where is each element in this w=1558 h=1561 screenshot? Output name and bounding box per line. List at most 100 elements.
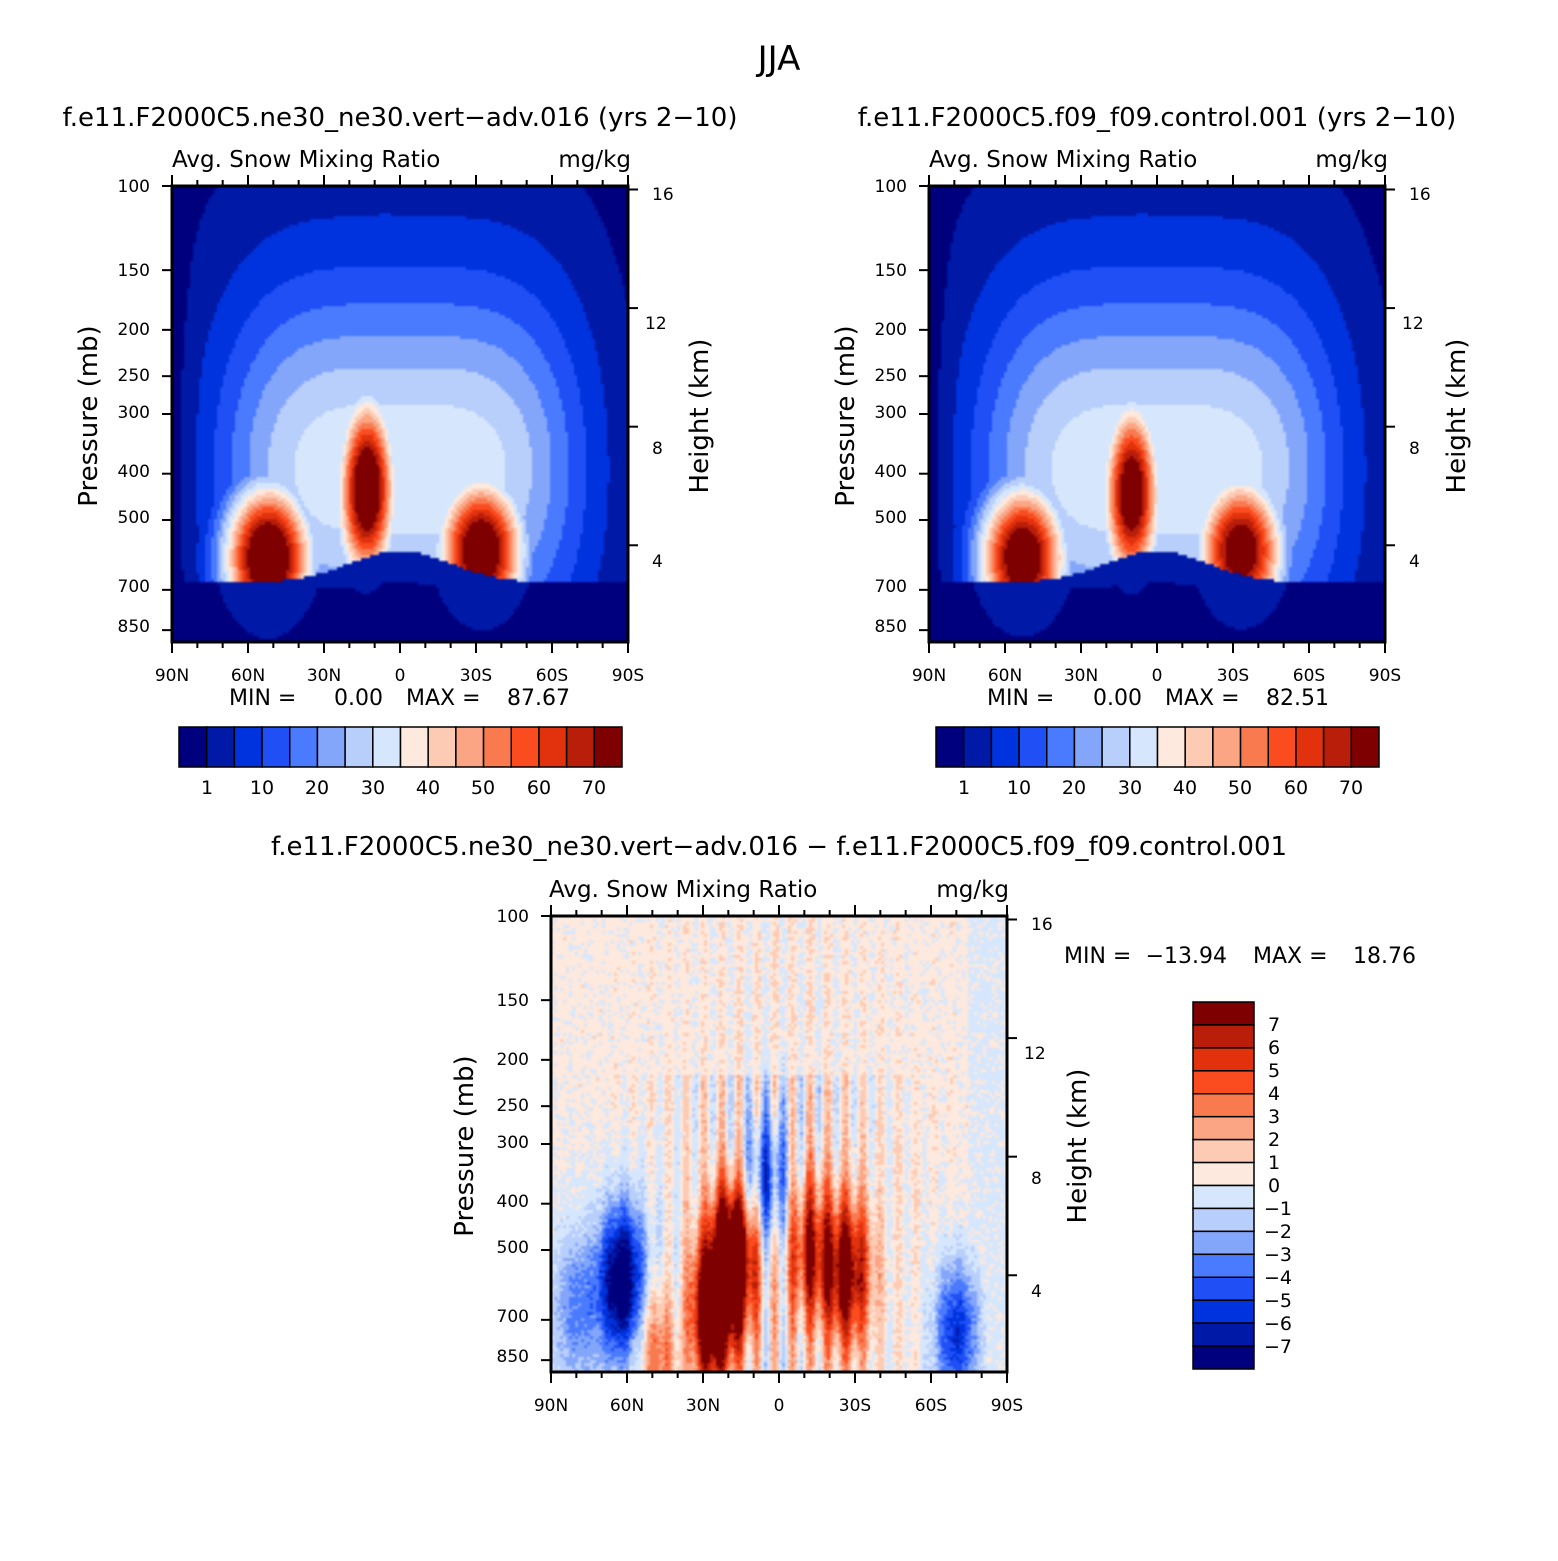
panel-3-colorbar-label: 2	[1268, 1129, 1280, 1151]
panel-3-height-axis-title: Height (km)	[1063, 1069, 1093, 1224]
colorbar-swatch	[178, 726, 208, 768]
panel-3-colorbar-label: −2	[1264, 1221, 1292, 1243]
panel-3-contour-field	[551, 916, 1007, 1372]
colorbar-swatch	[1192, 1207, 1255, 1233]
panel-3-height-tick-label: 4	[1031, 1282, 1042, 1302]
panel-1-colorbar-label: 30	[361, 777, 385, 799]
colorbar-swatch	[1322, 726, 1353, 768]
colorbar-swatch	[1192, 1299, 1255, 1324]
panel-3-y-tick-label: 700	[497, 1307, 529, 1327]
panel-3-colorbar-label: 5	[1268, 1060, 1280, 1082]
panel-3-colorbar-label: 1	[1268, 1152, 1280, 1174]
panel-1-height-tick-label: 4	[652, 552, 663, 572]
panel-1-x-tick-label: 90N	[155, 666, 189, 686]
panel-1-y-tick-label: 250	[118, 366, 150, 386]
colorbar-swatch	[1156, 726, 1186, 768]
panel-2-y-tick-label: 700	[875, 577, 907, 597]
colorbar-swatch	[935, 726, 965, 768]
panel-2-colorbar-label: 50	[1228, 777, 1252, 799]
panel-3-height-tick-labels: 16 12 8 4	[1024, 915, 1053, 1302]
panel-1-x-tick-label: 30S	[460, 666, 492, 686]
panel-2: f.e11.F2000C5.f09_f09.control.001 (yrs 2…	[831, 103, 1472, 799]
panel-3-x-tick-label: 60N	[610, 1396, 644, 1416]
panel-1-y-tick-label: 300	[118, 403, 150, 423]
panel-2-x-tick-label: 30S	[1217, 666, 1249, 686]
panel-3-y-tick-label: 250	[497, 1096, 529, 1116]
panel-1-title: f.e11.F2000C5.ne30_ne30.vert−adv.016 (yr…	[63, 103, 738, 133]
panel-1-colorbar-label: 10	[250, 777, 274, 799]
panel-2-height-tick-label: 4	[1409, 552, 1420, 572]
panel-1-height-axis-title: Height (km)	[685, 339, 715, 494]
panel-1-max-label: MAX =	[406, 686, 481, 711]
panel-1-y-axis-title: Pressure (mb)	[74, 325, 104, 506]
panel-1-min-value: 0.00	[334, 686, 383, 711]
panel-2-colorbar-label: 10	[1007, 777, 1031, 799]
panel-2-colorbar-label: 30	[1118, 777, 1142, 799]
panel-1-min-max: MIN = 0.00 MAX = 87.67	[229, 686, 570, 711]
panel-2-min-value: 0.00	[1093, 686, 1142, 711]
panel-3-title: f.e11.F2000C5.ne30_ne30.vert−adv.016 − f…	[271, 832, 1287, 862]
colorbar-swatch	[1192, 1345, 1255, 1370]
panel-3-colorbar-label: −7	[1264, 1336, 1292, 1358]
colorbar-swatch	[1192, 1115, 1255, 1141]
colorbar-swatch	[1192, 1230, 1255, 1256]
panel-1-contour-image	[172, 186, 628, 642]
panel-1-colorbar-label: 60	[527, 777, 551, 799]
panel-3-colorbar-label: 0	[1268, 1175, 1280, 1197]
panel-3-x-tick-label: 30S	[839, 1396, 871, 1416]
panel-1-height-tick-label: 16	[652, 185, 674, 205]
panel-2-x-tick-labels: 90N 60N 30N 0 30S 60S 90S	[912, 666, 1401, 686]
panel-3-y-tick-label: 200	[497, 1050, 529, 1070]
colorbar-swatch	[455, 726, 485, 768]
colorbar-swatch	[482, 726, 512, 768]
panel-2-y-tick-label: 200	[875, 320, 907, 340]
panel-1-y-tick-label: 150	[118, 261, 150, 281]
panel-1-x-tick-labels: 90N 60N 30N 0 30S 60S 90S	[155, 666, 644, 686]
panel-3-units-label: mg/kg	[936, 877, 1009, 903]
panel-1-y-tick-label: 200	[118, 320, 150, 340]
panel-2-height-tick-label: 12	[1402, 314, 1424, 334]
panel-3-colorbar-label: 6	[1268, 1037, 1280, 1059]
panel-3-x-tick-label: 60S	[915, 1396, 947, 1416]
panel-2-axes	[919, 175, 1395, 653]
panel-1-height-tick-label: 12	[645, 314, 667, 334]
colorbar-swatch	[1192, 1047, 1255, 1072]
colorbar-swatch	[593, 726, 623, 768]
panel-2-variable-label: Avg. Snow Mixing Ratio	[929, 147, 1197, 173]
panel-3-colorbar-label: 3	[1268, 1106, 1280, 1128]
colorbar-swatch	[1192, 1161, 1255, 1187]
panel-1-colorbar-label: 20	[305, 777, 329, 799]
colorbar-swatch	[261, 726, 291, 768]
colorbar-swatch	[1350, 726, 1380, 768]
panel-2-max-label: MAX =	[1165, 686, 1240, 711]
panel-1-colorbar-label: 1	[201, 777, 213, 799]
panel-1-contour-field	[172, 186, 628, 642]
panel-3-colorbar-label: −5	[1264, 1290, 1292, 1312]
panel-1-x-tick-label: 90S	[612, 666, 644, 686]
panel-3-x-tick-label: 90S	[991, 1396, 1023, 1416]
panel-2-height-tick-label: 8	[1409, 439, 1420, 459]
panel-3-y-tick-label: 100	[497, 907, 529, 927]
panel-3-y-tick-label: 400	[497, 1192, 529, 1212]
colorbar-swatch	[1073, 726, 1103, 768]
colorbar-swatch	[1192, 1024, 1255, 1049]
panel-3-max-label: MAX =	[1253, 944, 1328, 969]
panel-3-min-max: MIN = −13.94 MAX = 18.76	[1064, 944, 1416, 969]
colorbar-swatch	[990, 726, 1020, 768]
panel-2-min-max: MIN = 0.00 MAX = 82.51	[987, 686, 1329, 711]
panel-3-colorbar-label: −1	[1264, 1198, 1292, 1220]
panel-2-contour-field	[929, 186, 1385, 642]
panel-3-colorbar-label: −3	[1264, 1244, 1292, 1266]
panel-3-x-tick-label: 90N	[534, 1396, 568, 1416]
panel-2-colorbar	[935, 726, 1380, 768]
panel-1-x-tick-label: 60N	[231, 666, 265, 686]
colorbar-swatch	[1267, 726, 1297, 768]
colorbar-swatch	[565, 726, 596, 768]
panel-3-y-tick-labels: 100 150 200 250 300 400 500 700 850	[497, 907, 529, 1367]
panel-1-colorbar-label: 40	[416, 777, 440, 799]
colorbar-swatch	[1212, 726, 1242, 768]
colorbar-swatch	[1239, 726, 1269, 768]
panel-2-colorbar-label: 20	[1062, 777, 1086, 799]
colorbar-swatch	[1295, 726, 1325, 768]
panel-1-height-tick-labels: 16 12 8 4	[645, 185, 674, 572]
